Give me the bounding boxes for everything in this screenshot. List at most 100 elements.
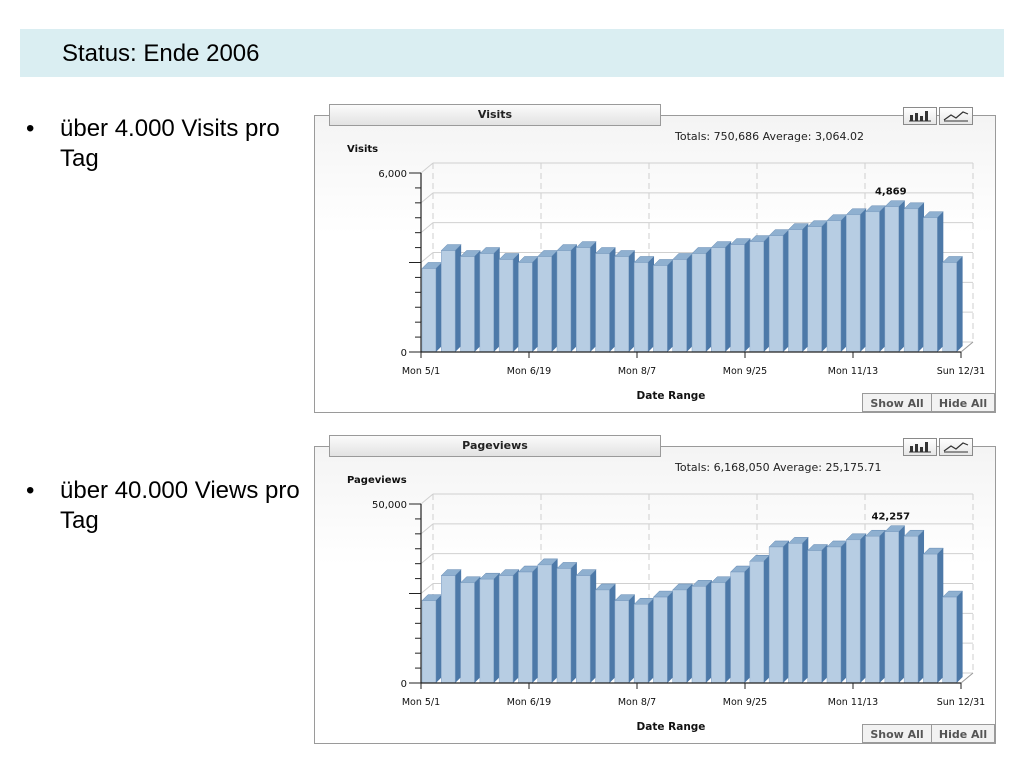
bar xyxy=(691,586,707,684)
show-all-button[interactable]: Show All xyxy=(862,724,932,743)
bar-side xyxy=(744,238,751,352)
gridline-diagonal xyxy=(420,523,434,535)
bar-side xyxy=(802,223,809,352)
x-tick-label: Mon 11/13 xyxy=(828,366,878,377)
bar xyxy=(768,235,784,353)
bar-chart-icon[interactable] xyxy=(903,438,937,456)
x-tick-label: Sun 12/31 xyxy=(937,697,985,708)
y-tick-label: 0 xyxy=(401,679,407,690)
bar xyxy=(768,546,784,684)
bar-chart-icon[interactable] xyxy=(903,107,937,125)
bar xyxy=(923,553,938,684)
bar xyxy=(691,253,707,353)
bar-side xyxy=(493,247,500,352)
bar xyxy=(479,578,494,684)
gridline-diagonal xyxy=(420,192,434,204)
pageviews-chart-widget: Pageviews Totals: 6,168,050 Average: 25,… xyxy=(314,435,996,744)
x-axis-label: Date Range xyxy=(637,721,706,733)
bar xyxy=(923,217,938,353)
bar xyxy=(421,268,437,353)
bar-side xyxy=(435,262,442,352)
bar xyxy=(441,575,456,684)
bar xyxy=(711,582,726,684)
chart-tab-visits[interactable]: Visits xyxy=(329,104,661,126)
visits-chart-widget: Visits Totals: 750,686 Average: 3,064.02… xyxy=(314,104,996,413)
bar xyxy=(576,575,591,684)
visits-plot: Totals: 750,686 Average: 3,064.02 Visits 4… xyxy=(347,130,985,402)
bar-side xyxy=(821,220,828,352)
bar xyxy=(441,250,456,353)
bar xyxy=(807,550,822,684)
bar xyxy=(537,564,552,684)
bar-side xyxy=(763,235,770,352)
bar-side xyxy=(667,259,674,352)
bar xyxy=(749,241,764,353)
bar xyxy=(556,568,572,684)
bar-side xyxy=(918,202,925,352)
peak-label: 42,257 xyxy=(872,512,911,523)
bar-side xyxy=(455,244,462,352)
bar xyxy=(595,253,610,353)
bar xyxy=(614,600,629,684)
line-chart-icon[interactable] xyxy=(939,107,973,125)
bar-side xyxy=(551,250,558,352)
bar xyxy=(711,247,726,353)
bar xyxy=(826,220,842,353)
bar-side xyxy=(435,594,442,683)
bar-side xyxy=(686,253,693,352)
bar-side xyxy=(840,214,847,352)
bar xyxy=(788,229,803,353)
bar xyxy=(672,259,687,353)
bar-side xyxy=(879,205,886,352)
bar xyxy=(730,244,745,353)
bar-side xyxy=(725,576,732,683)
x-tick-label: Mon 9/25 xyxy=(723,366,767,377)
bar-side xyxy=(956,256,963,352)
peak-label: 4,869 xyxy=(875,187,907,198)
bar-side xyxy=(821,544,828,683)
bar-side xyxy=(513,569,520,683)
line-chart-icon[interactable] xyxy=(939,438,973,456)
show-all-button[interactable]: Show All xyxy=(862,393,932,412)
x-tick-label: Mon 11/13 xyxy=(828,697,878,708)
bar xyxy=(479,253,494,353)
bar xyxy=(633,603,649,684)
totals-text: Totals: 750,686 Average: 3,064.02 xyxy=(674,130,864,143)
bar-side xyxy=(628,594,635,683)
x-tick-label: Mon 6/19 xyxy=(507,697,551,708)
bar-side xyxy=(860,208,867,352)
chart-tab-pageviews[interactable]: Pageviews xyxy=(329,435,661,457)
bar-side xyxy=(898,200,905,352)
bar-side xyxy=(648,256,655,352)
bar xyxy=(633,262,649,353)
gridline-diagonal xyxy=(420,583,434,594)
gridline-diagonal xyxy=(420,222,434,234)
bar-side xyxy=(705,580,712,683)
bar xyxy=(614,256,629,353)
bar-side xyxy=(474,576,481,683)
header-band xyxy=(20,29,1004,77)
bar xyxy=(865,211,880,353)
bar-side xyxy=(551,558,558,683)
bar-side xyxy=(532,566,539,683)
bar xyxy=(903,535,919,684)
axis-depth xyxy=(960,672,974,684)
hide-all-button[interactable]: Hide All xyxy=(931,724,995,743)
x-tick-label: Mon 5/1 xyxy=(402,366,440,377)
bar-side xyxy=(744,566,751,683)
bar xyxy=(518,262,533,353)
bar xyxy=(807,226,822,353)
bar-side xyxy=(474,250,481,352)
bullet-visits: über 4.000 Visits pro Tag xyxy=(60,115,280,172)
gridline-diagonal xyxy=(420,553,434,565)
bar xyxy=(942,596,957,684)
hide-all-button[interactable]: Hide All xyxy=(931,393,995,412)
pageviews-plot: Totals: 6,168,050 Average: 25,175.71 Page… xyxy=(347,461,985,733)
bar-side xyxy=(648,598,655,683)
bar-side xyxy=(763,555,770,683)
bar-side xyxy=(493,573,500,683)
bar xyxy=(653,596,668,684)
page-title: Status: Ende 2006 xyxy=(62,40,260,67)
gridline-diagonal xyxy=(420,162,434,174)
bar-side xyxy=(956,591,963,683)
